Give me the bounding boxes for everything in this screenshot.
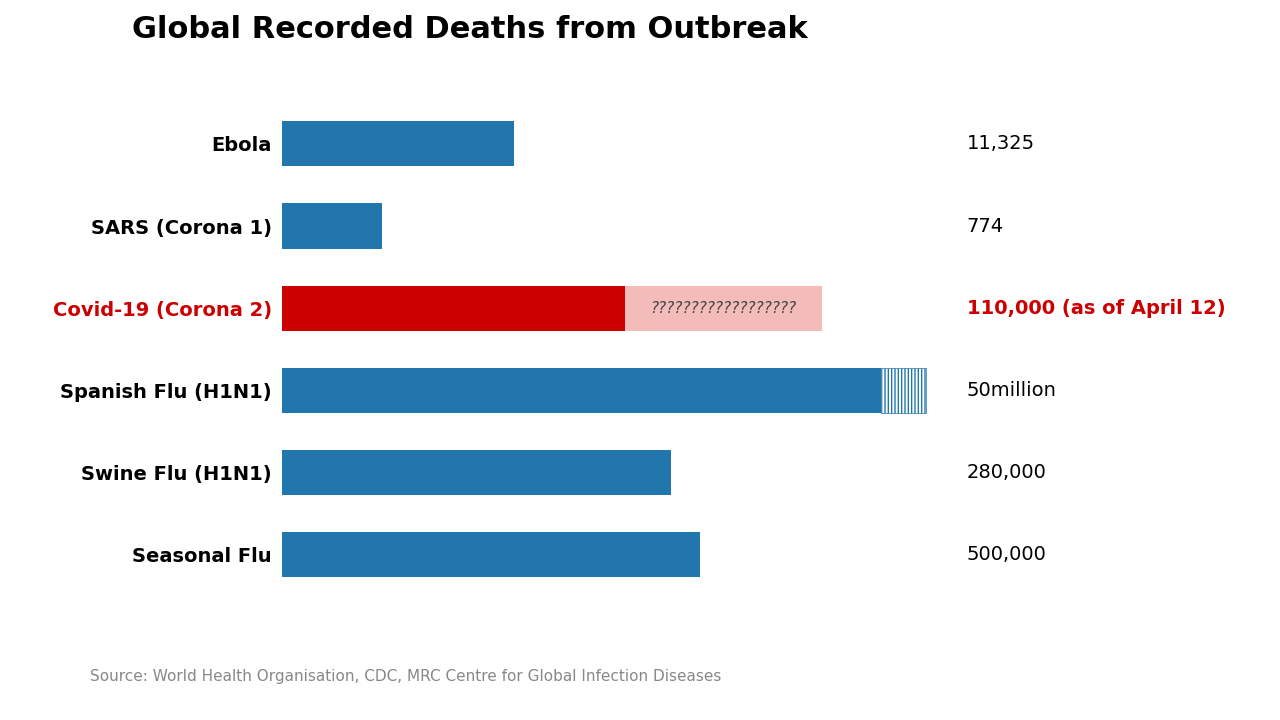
Bar [282,286,626,330]
Text: 774: 774 [966,217,1004,235]
Text: 50million: 50million [966,381,1057,400]
Text: Global Recorded Deaths from Outbreak: Global Recorded Deaths from Outbreak [132,15,808,45]
Text: 280,000: 280,000 [966,463,1047,482]
Bar [881,368,925,413]
Bar [282,450,671,495]
Text: 110,000 (as of April 12): 110,000 (as of April 12) [966,299,1225,318]
Bar [282,204,383,248]
Bar [282,121,513,166]
Text: 11,325: 11,325 [966,135,1036,153]
Text: 500,000: 500,000 [966,545,1047,564]
Bar [282,368,881,413]
Text: Source: World Health Organisation, CDC, MRC Centre for Global Infection Diseases: Source: World Health Organisation, CDC, … [90,669,721,684]
Text: ??????????????????: ?????????????????? [650,301,796,315]
Bar [282,532,700,577]
Bar [282,286,822,330]
